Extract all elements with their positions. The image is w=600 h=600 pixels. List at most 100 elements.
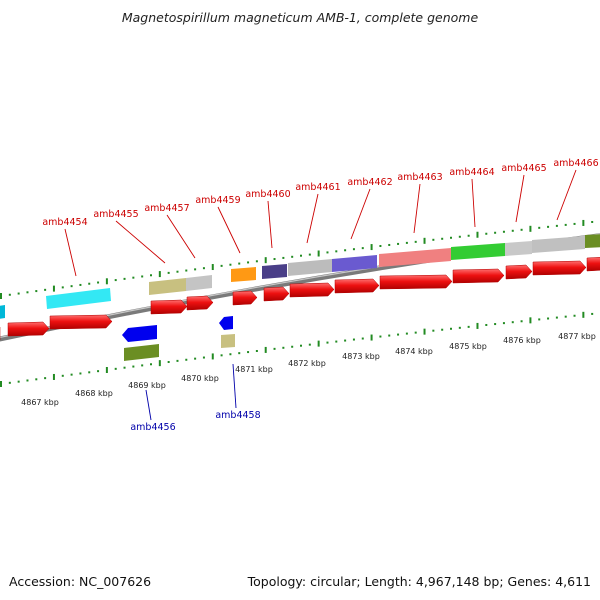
leader-line: [232, 363, 237, 409]
kbp-label: 4876 kbp: [503, 336, 541, 345]
gene-label-amb4466[interactable]: amb4466: [553, 158, 598, 169]
tick-mark: [194, 357, 197, 360]
forward-tick-marks: [0, 219, 594, 299]
gene-arrow: [186, 295, 214, 311]
tick-mark: [52, 373, 55, 380]
tick-mark: [317, 340, 320, 347]
tick-mark: [300, 254, 302, 257]
tick-mark: [344, 339, 347, 342]
kbp-label: 4874 kbp: [395, 347, 433, 356]
tick-mark: [476, 231, 479, 238]
cog-bar-khaki: [221, 334, 235, 348]
cog-bar-silver: [532, 236, 585, 253]
tick-mark: [44, 288, 47, 291]
accession-text: Accession: NC_007626: [9, 574, 152, 589]
gene-label-amb4460[interactable]: amb4460: [245, 189, 290, 200]
gene-label-amb4458[interactable]: amb4458: [215, 410, 260, 421]
cog-bar-olive: [585, 234, 600, 248]
tick-mark: [582, 311, 585, 318]
tick-mark: [555, 316, 558, 319]
tick-mark: [370, 334, 373, 341]
forward-gene-arrows: [0, 257, 600, 341]
tick-mark: [591, 312, 594, 315]
tick-mark: [8, 293, 11, 296]
leader-line: [471, 178, 476, 228]
leader-line: [166, 214, 196, 259]
tick-mark: [547, 225, 550, 228]
tick-mark: [405, 241, 408, 244]
gene-label-amb4456[interactable]: amb4456: [130, 422, 175, 433]
gene-label-amb4462[interactable]: amb4462: [347, 177, 392, 188]
tick-mark: [282, 256, 285, 259]
tick-mark: [352, 338, 355, 341]
kbp-label: 4867 kbp: [21, 398, 59, 407]
tick-mark: [123, 366, 126, 369]
tick-mark: [247, 351, 250, 354]
forward-gene-labels: amb4454 amb4455 amb4457 amb4459 amb4460 amb44…: [42, 158, 598, 228]
gene-label-amb4461[interactable]: amb4461: [295, 182, 340, 193]
tick-mark: [114, 367, 117, 370]
gene-arrow: [379, 274, 453, 290]
topology-summary: Topology: circular; Length: 4,967,148 bp…: [247, 574, 591, 589]
cog-bar-silver: [505, 241, 532, 256]
gene-arrow: [49, 314, 113, 330]
tick-mark: [308, 343, 311, 346]
tick-mark: [379, 335, 382, 338]
tick-mark: [441, 328, 444, 331]
kbp-label: 4872 kbp: [288, 359, 326, 368]
gene-arrow: [289, 282, 335, 298]
tick-mark: [520, 320, 523, 323]
tick-mark: [150, 274, 152, 277]
gene-label-amb4457[interactable]: amb4457: [144, 203, 189, 214]
gene-label-amb4459[interactable]: amb4459: [195, 195, 240, 206]
cog-bar-lightcoral: [379, 248, 451, 267]
tick-mark: [414, 331, 417, 334]
tick-mark: [441, 237, 444, 240]
tick-mark: [467, 325, 470, 328]
tick-mark: [88, 371, 91, 374]
tick-mark: [158, 360, 161, 367]
tick-mark: [61, 286, 64, 289]
gene-label-amb4463[interactable]: amb4463: [397, 172, 442, 183]
gene-arrow: [263, 286, 290, 302]
tick-mark: [97, 281, 100, 284]
tick-mark: [211, 264, 214, 271]
gene-arrow: [532, 260, 587, 276]
gene-arrow: [7, 321, 50, 337]
tick-mark: [273, 258, 276, 261]
tick-mark: [79, 372, 82, 375]
tick-mark: [414, 240, 417, 243]
tick-mark: [141, 275, 144, 278]
tick-mark: [432, 238, 435, 241]
gene-label-amb4454[interactable]: amb4454: [42, 217, 87, 228]
tick-mark: [176, 359, 179, 362]
tick-mark: [247, 261, 250, 264]
tick-mark: [114, 279, 117, 282]
tick-mark: [264, 346, 267, 353]
tick-mark: [229, 263, 232, 266]
tick-mark: [502, 230, 505, 233]
tick-mark: [547, 317, 550, 320]
tick-mark: [352, 248, 355, 251]
tick-mark: [458, 326, 461, 329]
tick-mark: [35, 290, 38, 293]
tick-mark: [79, 283, 82, 286]
kbp-axis-labels: 4867 kbp 4868 kbp 4869 kbp 4870 kbp 4871 kbp…: [21, 332, 596, 407]
tick-mark: [344, 249, 347, 252]
gene-label-amb4464[interactable]: amb4464: [449, 167, 494, 178]
leader-line: [64, 228, 77, 277]
tick-mark: [176, 270, 179, 273]
tick-mark: [220, 264, 223, 267]
tick-mark: [555, 224, 558, 227]
gene-label-amb4455[interactable]: amb4455: [93, 209, 138, 220]
tick-mark: [511, 229, 514, 232]
gene-arrow: [452, 268, 505, 284]
tick-mark: [61, 374, 64, 377]
tick-mark: [273, 347, 276, 350]
leader-line: [145, 389, 152, 421]
tick-mark: [582, 219, 585, 226]
tick-mark: [97, 370, 100, 373]
gene-label-amb4465[interactable]: amb4465: [501, 163, 546, 174]
leader-line: [556, 169, 577, 221]
tick-mark: [255, 260, 258, 263]
